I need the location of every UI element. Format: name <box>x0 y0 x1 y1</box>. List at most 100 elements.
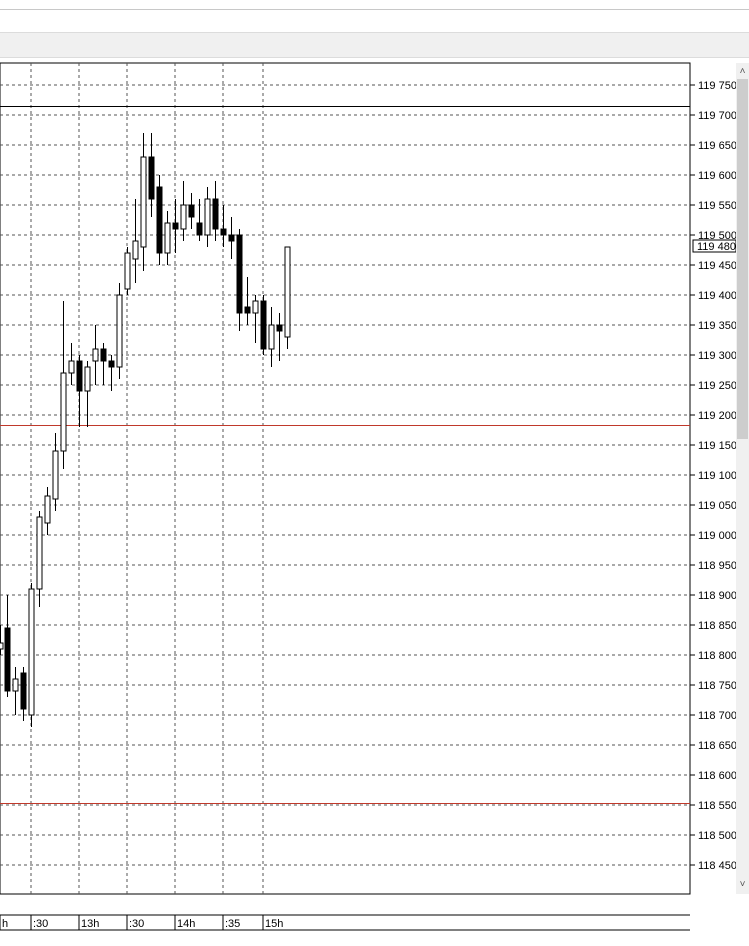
grid-lines <box>0 63 690 894</box>
price-tick-label: 119 000 <box>698 530 737 542</box>
price-tick-label: 119 600 <box>698 170 737 182</box>
time-tick-label: h <box>2 918 8 930</box>
candle-body <box>268 324 275 350</box>
price-tick-label: 119 750 <box>698 80 737 92</box>
candle[interactable] <box>140 133 147 271</box>
candle-body <box>36 516 43 590</box>
candle-body <box>228 234 235 242</box>
candle-body <box>44 495 51 524</box>
candle[interactable] <box>116 283 123 379</box>
candle[interactable] <box>100 343 107 385</box>
price-tick-label: 119 300 <box>698 350 737 362</box>
candle[interactable] <box>92 325 99 385</box>
candle[interactable] <box>276 313 283 361</box>
candle[interactable] <box>164 211 171 265</box>
candle[interactable] <box>220 205 227 247</box>
price-tick-label: 118 550 <box>698 800 737 812</box>
candle[interactable] <box>284 246 291 349</box>
time-tick-label: 14h <box>177 918 195 930</box>
candle-body <box>148 156 155 200</box>
candle[interactable] <box>196 199 203 241</box>
time-tick-label: 13h <box>81 918 99 930</box>
price-tick-label: 119 500 <box>698 230 737 242</box>
candle-body <box>20 672 27 710</box>
candle-body <box>196 222 203 236</box>
price-tick-label: 118 650 <box>698 740 737 752</box>
candle-body <box>68 360 75 374</box>
candle[interactable] <box>124 247 131 295</box>
candle[interactable] <box>172 199 179 253</box>
candle-body <box>220 228 227 236</box>
candles-group <box>0 133 291 727</box>
price-tick-label: 119 650 <box>698 140 737 152</box>
candle-body <box>84 366 91 392</box>
candle-body <box>52 450 59 500</box>
candle-body <box>0 642 4 650</box>
price-tick-label: 119 700 <box>698 110 737 122</box>
candle[interactable] <box>76 355 83 427</box>
candle[interactable] <box>44 487 51 535</box>
candle[interactable] <box>60 301 67 469</box>
candle[interactable] <box>12 667 19 715</box>
candle-body <box>92 348 99 362</box>
candle-body <box>164 222 171 254</box>
price-tick-label: 119 350 <box>698 320 737 332</box>
candle-body <box>100 348 107 362</box>
candle[interactable] <box>156 175 163 265</box>
candle-body <box>116 294 123 368</box>
time-tick-label: 15h <box>265 918 283 930</box>
candle[interactable] <box>268 307 275 367</box>
price-tick-label: 119 100 <box>698 470 737 482</box>
price-tick-label: 118 500 <box>698 830 737 842</box>
chart-toolbar-strip <box>0 32 749 58</box>
price-tick-label: 119 050 <box>698 500 737 512</box>
candle-body <box>260 300 267 350</box>
candle-body <box>76 360 83 392</box>
candle-body <box>132 240 139 260</box>
candle[interactable] <box>252 295 259 343</box>
candle-body <box>284 246 291 338</box>
candle[interactable] <box>0 625 4 655</box>
candle[interactable] <box>84 361 91 427</box>
candle[interactable] <box>188 193 195 229</box>
candle[interactable] <box>68 343 75 385</box>
candle[interactable] <box>108 355 115 391</box>
scroll-down-icon[interactable]: ˅ <box>739 879 746 890</box>
candle[interactable] <box>204 187 211 247</box>
vertical-scrollbar[interactable]: ˄ ˅ <box>736 63 749 894</box>
candle[interactable] <box>28 583 35 727</box>
candle-body <box>60 372 67 452</box>
candle-body <box>204 198 211 236</box>
candle-body <box>276 324 283 332</box>
price-tick-label: 118 850 <box>698 620 737 632</box>
candle-body <box>124 252 131 290</box>
reference-lines <box>0 106 690 804</box>
candle-body <box>4 627 11 692</box>
candle[interactable] <box>132 199 139 283</box>
candle[interactable] <box>228 217 235 259</box>
scroll-up-icon[interactable]: ˄ <box>739 66 746 77</box>
price-tick-label: 119 400 <box>698 290 737 302</box>
price-tick-label: 118 450 <box>698 860 737 872</box>
candle[interactable] <box>236 229 243 331</box>
candle[interactable] <box>180 181 187 241</box>
candle-body <box>140 156 147 248</box>
price-tick-label: 119 150 <box>698 440 737 452</box>
candle-body <box>212 198 219 230</box>
candle[interactable] <box>148 133 155 217</box>
candle[interactable] <box>36 511 43 607</box>
candle[interactable] <box>212 181 219 241</box>
time-axis: h:30 13h:30 14h:35 15h <box>0 915 283 930</box>
price-tick-label: 119 450 <box>698 260 737 272</box>
candle[interactable] <box>52 433 59 511</box>
candle[interactable] <box>20 667 27 721</box>
candle[interactable] <box>4 595 11 697</box>
scrollbar-thumb[interactable] <box>737 79 748 439</box>
candle[interactable] <box>244 277 251 325</box>
price-tick-label: 118 800 <box>698 650 737 662</box>
price-tick-label: 119 550 <box>698 200 737 212</box>
price-tick-label: 118 600 <box>698 770 737 782</box>
candle-body <box>188 204 195 218</box>
candle[interactable] <box>260 295 267 355</box>
